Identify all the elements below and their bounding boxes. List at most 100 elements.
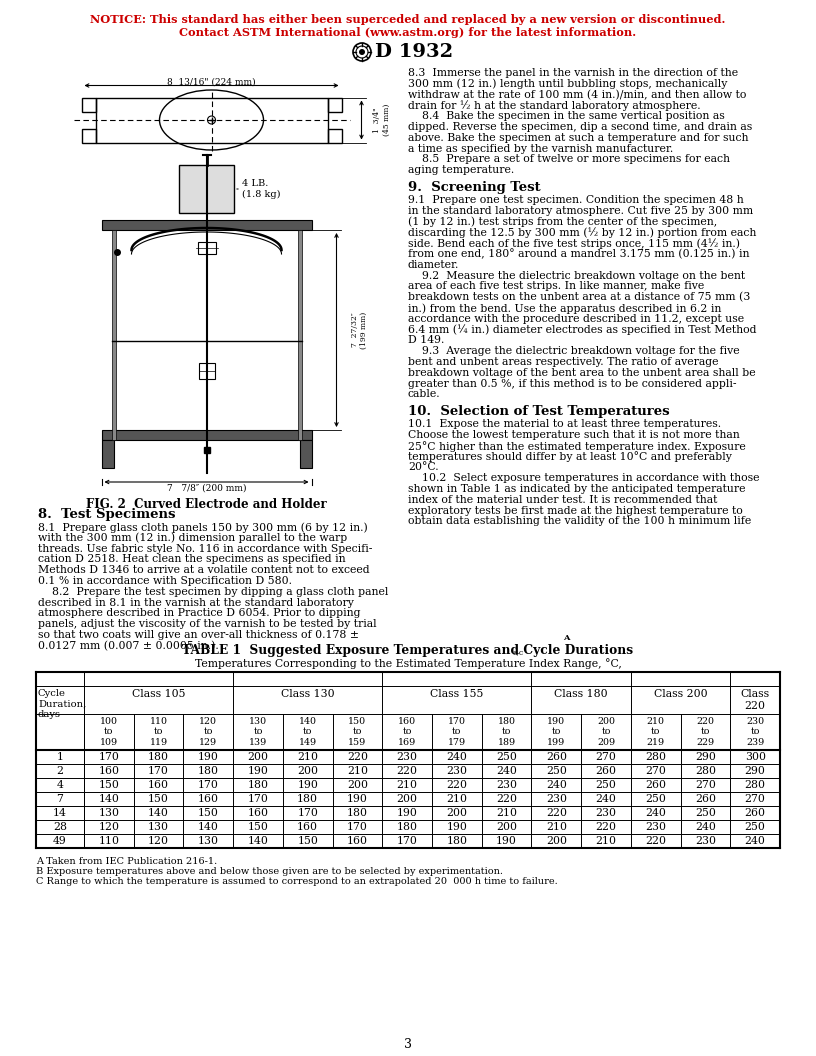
Text: cation D 2518. Heat clean the specimens as specified in: cation D 2518. Heat clean the specimens … [38,554,346,564]
Text: breakdown tests on the unbent area at a distance of 75 mm (3: breakdown tests on the unbent area at a … [408,293,751,302]
Text: 260: 260 [596,766,617,776]
Text: 270: 270 [695,780,716,790]
Bar [101,220,312,230]
Bar [82,97,95,112]
Text: Choose the lowest temperature such that it is not more than: Choose the lowest temperature such that … [408,430,740,440]
Text: 120: 120 [148,836,169,846]
Text: TABLE 1  Suggested Exposure Temperatures and Cycle Durations: TABLE 1 Suggested Exposure Temperatures … [183,644,633,657]
Text: NOTICE: This standard has either been superceded and replaced by a new version o: NOTICE: This standard has either been su… [91,14,725,25]
Text: 240: 240 [546,780,567,790]
Text: described in 8.1 in the varnish at the standard laboratory: described in 8.1 in the varnish at the s… [38,598,354,607]
Text: 230: 230 [496,780,517,790]
Text: 160: 160 [197,794,219,804]
Text: 300: 300 [745,752,765,762]
Text: 150: 150 [149,794,169,804]
Text: 190: 190 [197,752,219,762]
Text: drain for ½ h at the standard laboratory atmosphere.: drain for ½ h at the standard laboratory… [408,100,701,111]
Text: side. Bend each of the five test strips once, 115 mm (4½ in.): side. Bend each of the five test strips … [408,239,740,249]
Text: 110
to
119: 110 to 119 [149,717,167,747]
Text: 170: 170 [297,808,318,818]
Text: 140: 140 [197,822,219,832]
Text: 130
to
139: 130 to 139 [249,717,267,747]
Text: 220: 220 [546,808,567,818]
Text: 230: 230 [596,808,617,818]
Text: 220: 220 [596,822,617,832]
Bar [327,97,342,112]
Text: 150: 150 [99,780,119,790]
Text: 150: 150 [197,808,219,818]
Text: 240: 240 [496,766,517,776]
Text: 180: 180 [446,836,468,846]
Text: 270: 270 [645,766,666,776]
Text: 190: 190 [297,780,318,790]
Text: exploratory tests be first made at the highest temperature to: exploratory tests be first made at the h… [408,506,743,515]
Text: 28: 28 [53,822,67,832]
Text: 10.  Selection of Test Temperatures: 10. Selection of Test Temperatures [408,406,670,418]
Text: 270: 270 [596,752,616,762]
Text: 160
to
169: 160 to 169 [398,717,416,747]
Text: Temperatures Corresponding to the Estimated Temperature Index Range, °C,: Temperatures Corresponding to the Estima… [194,658,622,668]
Text: Class 155: Class 155 [430,689,484,699]
Text: 210: 210 [596,836,617,846]
Text: 220: 220 [347,752,368,762]
Text: 240: 240 [446,752,468,762]
Text: above. Bake the specimen at such a temperature and for such: above. Bake the specimen at such a tempe… [408,133,748,143]
Text: 2: 2 [56,766,64,776]
Text: 300 mm (12 in.) length until bubbling stops, mechanically: 300 mm (12 in.) length until bubbling st… [408,79,727,90]
Text: 200: 200 [347,780,368,790]
Text: 180
to
189: 180 to 189 [498,717,516,747]
Text: 200: 200 [546,836,567,846]
Text: 9.2  Measure the dielectric breakdown voltage on the bent: 9.2 Measure the dielectric breakdown vol… [408,270,745,281]
Text: 14: 14 [53,808,67,818]
Text: 210
to
219: 210 to 219 [646,717,665,747]
Text: 180: 180 [397,822,418,832]
Text: 280: 280 [645,752,666,762]
Text: 190: 190 [247,766,268,776]
Bar [101,430,312,440]
Bar [95,97,327,143]
Text: 170: 170 [197,780,219,790]
Text: D 149.: D 149. [408,336,445,345]
Text: obtain data establishing the validity of the 100 h minimum life: obtain data establishing the validity of… [408,516,752,526]
Text: 220: 220 [397,766,418,776]
Text: 180: 180 [347,808,368,818]
Text: 240: 240 [745,836,765,846]
Text: 190: 190 [496,836,517,846]
Text: 250: 250 [745,822,765,832]
Text: A: A [563,634,570,642]
Text: 160: 160 [347,836,368,846]
Text: cable.: cable. [408,390,441,399]
Text: 230
to
239: 230 to 239 [746,717,765,747]
Text: 4 LB.
(1.8 kg): 4 LB. (1.8 kg) [242,180,281,199]
Text: FIG. 2  Curved Electrode and Holder: FIG. 2 Curved Electrode and Holder [86,498,327,511]
Text: 260: 260 [645,780,666,790]
Text: a time as specified by the varnish manufacturer.: a time as specified by the varnish manuf… [408,144,673,153]
Text: 7  27/32″
(199 mm): 7 27/32″ (199 mm) [351,312,368,348]
Text: dipped. Reverse the specimen, dip a second time, and drain as: dipped. Reverse the specimen, dip a seco… [408,122,752,132]
Text: 210: 210 [347,766,368,776]
Text: 280: 280 [745,780,765,790]
Text: 210: 210 [496,808,517,818]
Text: 160: 160 [99,766,119,776]
Text: D 1932: D 1932 [375,43,453,61]
Text: 290: 290 [695,752,716,762]
Text: in.) from the bend. Use the apparatus described in 6.2 in: in.) from the bend. Use the apparatus de… [408,303,721,314]
Text: 210: 210 [446,794,468,804]
Text: 230: 230 [446,766,468,776]
Text: Class 180: Class 180 [554,689,608,699]
Text: 260: 260 [745,808,765,818]
Text: 220: 220 [496,794,517,804]
Text: temperatures should differ by at least 10°C and preferably: temperatures should differ by at least 1… [408,452,732,463]
Text: accordance with the procedure described in 11.2, except use: accordance with the procedure described … [408,314,744,324]
Text: 210: 210 [546,822,567,832]
Text: so that two coats will give an over-all thickness of 0.178 ±: so that two coats will give an over-all … [38,630,359,640]
Text: 220
to
229: 220 to 229 [696,717,715,747]
Text: 7   7/8″ (200 mm): 7 7/8″ (200 mm) [166,484,246,493]
Text: 170: 170 [397,836,418,846]
Bar [82,129,95,143]
Text: 1  3/4"
(45 mm): 1 3/4" (45 mm) [374,103,391,136]
Text: 250: 250 [546,766,567,776]
Text: 6.4 mm (¼ in.) diameter electrodes as specified in Test Method: 6.4 mm (¼ in.) diameter electrodes as sp… [408,324,756,336]
Text: 220: 220 [645,836,666,846]
Text: 260: 260 [695,794,716,804]
